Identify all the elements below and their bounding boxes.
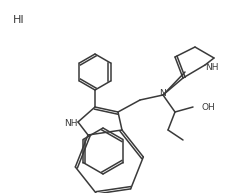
Text: HI: HI [13, 15, 25, 25]
Text: NH: NH [205, 63, 219, 71]
Text: OH: OH [201, 102, 215, 112]
Text: NH: NH [64, 119, 78, 128]
Text: N: N [160, 90, 166, 98]
